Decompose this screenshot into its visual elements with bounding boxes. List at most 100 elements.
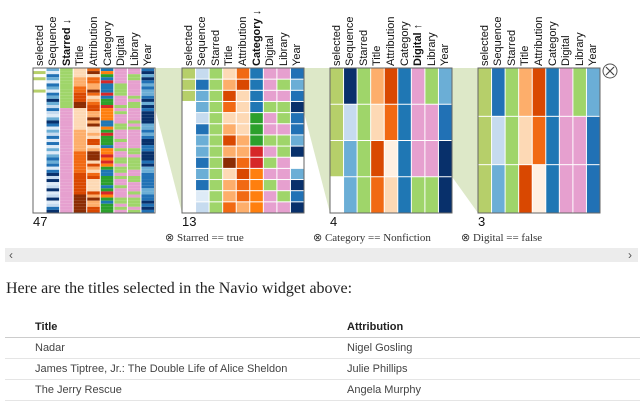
cell[interactable] [33,160,46,164]
cell[interactable] [586,68,600,116]
cell[interactable] [141,200,154,204]
cell[interactable] [87,123,100,127]
cell[interactable] [114,160,127,164]
cell[interactable] [33,182,46,186]
cell[interactable] [196,168,209,180]
cell[interactable] [141,132,154,136]
cell[interactable] [73,80,87,84]
cell[interactable] [127,151,141,155]
cell[interactable] [114,206,127,210]
cell[interactable] [46,194,60,198]
cell[interactable] [73,197,87,201]
cell[interactable] [73,145,87,149]
cell[interactable] [60,160,73,164]
cell[interactable] [33,123,46,127]
cell[interactable] [141,108,154,112]
cell[interactable] [141,169,154,173]
cell[interactable] [87,206,100,210]
cell[interactable] [196,79,209,90]
cell[interactable] [60,68,73,72]
cell[interactable] [250,157,263,168]
cell[interactable] [33,166,46,170]
cell[interactable] [114,114,127,118]
cell[interactable] [127,154,141,158]
cell[interactable] [33,157,46,161]
cell[interactable] [196,124,209,135]
cell[interactable] [263,191,277,202]
cell[interactable] [344,68,357,104]
cell[interactable] [398,104,411,140]
navio-panel-4[interactable]: 3 ⊗ Digital == false [461,67,601,244]
cell[interactable] [398,177,411,213]
cell[interactable] [60,89,73,93]
cell[interactable] [586,165,600,213]
cell[interactable] [46,154,60,158]
cell[interactable] [73,129,87,133]
cell[interactable] [33,114,46,118]
cell[interactable] [46,145,60,149]
cell[interactable] [263,202,277,213]
cell[interactable] [425,104,438,140]
cell[interactable] [60,132,73,136]
cell[interactable] [114,71,127,75]
cell[interactable] [182,180,196,191]
cell[interactable] [141,188,154,192]
cell[interactable] [87,117,100,121]
cell[interactable] [250,146,263,157]
cell[interactable] [46,142,60,146]
cell[interactable] [478,68,492,116]
cell[interactable] [114,163,127,167]
navio-panel-3[interactable]: 4 ⊗ Category == Nonfiction [313,67,453,244]
cell[interactable] [46,172,60,176]
cell[interactable] [100,154,114,158]
cell[interactable] [141,74,154,78]
cell[interactable] [114,77,127,81]
cell[interactable] [573,116,586,165]
cell[interactable] [60,206,73,210]
cell[interactable] [127,203,141,207]
cell[interactable] [223,101,236,113]
cell[interactable] [114,126,127,130]
cell[interactable] [559,68,573,116]
cell[interactable] [344,141,357,177]
cell[interactable] [114,105,127,109]
cell[interactable] [196,90,209,101]
cell[interactable] [114,166,127,170]
cell[interactable] [73,111,87,115]
cell[interactable] [371,68,384,104]
cell[interactable] [33,194,46,198]
navio-panel-1[interactable]: 47 [32,67,156,229]
cell[interactable] [46,175,60,180]
cell[interactable] [73,142,87,146]
cell[interactable] [141,86,154,90]
cell[interactable] [60,197,73,201]
cell[interactable] [141,83,154,87]
cell[interactable] [60,154,73,158]
cell[interactable] [60,123,73,127]
cell[interactable] [87,179,100,183]
cell[interactable] [60,151,73,155]
cell[interactable] [196,157,209,168]
cell[interactable] [250,168,263,180]
cell[interactable] [114,169,127,173]
cell[interactable] [196,202,209,213]
cell[interactable] [46,191,60,195]
cell[interactable] [60,114,73,118]
cell[interactable] [73,154,87,158]
cell[interactable] [236,124,250,135]
cell[interactable] [141,197,154,201]
cell[interactable] [73,169,87,173]
cell[interactable] [438,141,452,177]
cell[interactable] [127,191,141,195]
cell[interactable] [182,124,196,135]
cell[interactable] [46,77,60,81]
cell[interactable] [384,68,398,104]
cell[interactable] [223,202,236,213]
cell[interactable] [73,126,87,130]
cell[interactable] [46,179,60,183]
cell[interactable] [60,120,73,124]
cell[interactable] [73,108,87,112]
filter-remove-button[interactable]: ⊗ Starred == true [165,232,244,244]
cell[interactable] [290,168,304,180]
cell[interactable] [141,175,154,180]
